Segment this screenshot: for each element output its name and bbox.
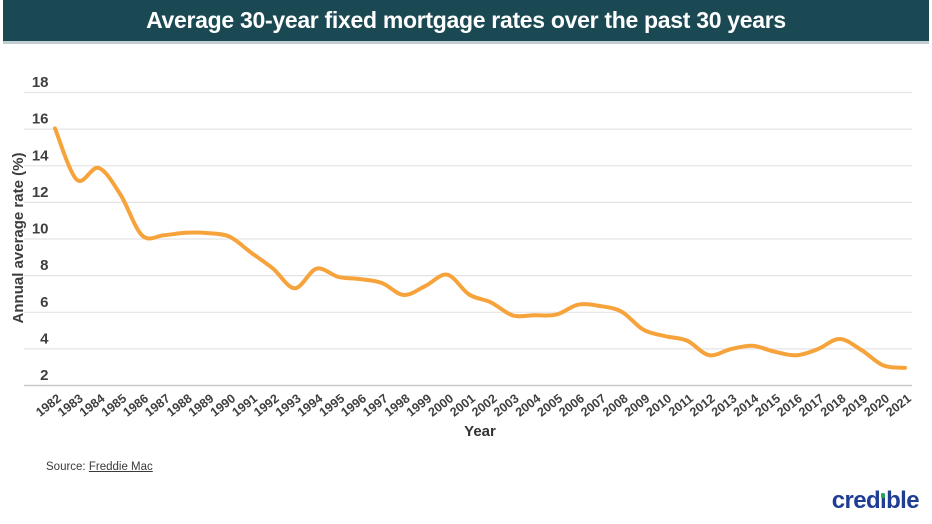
y-tick-label: 4 [40,330,49,347]
freddie-mac-link[interactable]: Freddie Mac [88,461,153,473]
credible-logo[interactable]: credı ble [831,487,920,514]
y-tick-label: 14 [32,147,49,164]
x-axis-title: Year [464,423,496,440]
source-prefix-label: Source: [46,461,86,473]
x-tick-label: 2021 [883,391,914,419]
y-tick-label: 2 [40,367,48,384]
y-tick-label: 18 [32,74,49,91]
y-axis-title: Annual average rate (%) [10,152,27,324]
logo-green-dot-icon [880,493,886,498]
y-tick-label: 16 [32,111,49,128]
y-tick-label: 8 [40,257,48,274]
chart-title: Average 30-year fixed mortgage rates ove… [146,7,786,33]
y-tick-label: 12 [32,184,49,201]
logo-i: ı [880,487,887,514]
mortgage-rate-line [53,126,907,370]
y-tick-label: 10 [32,221,49,238]
y-tick-label: 6 [40,294,48,311]
logo-part-pre: cred [831,487,881,514]
chart-title-bar: Average 30-year fixed mortgage rates ove… [3,0,929,44]
logo-part-post: ble [886,487,919,514]
source-attribution: Source: Freddie Mac [46,461,153,473]
logo-i-letter: ı [880,487,887,514]
